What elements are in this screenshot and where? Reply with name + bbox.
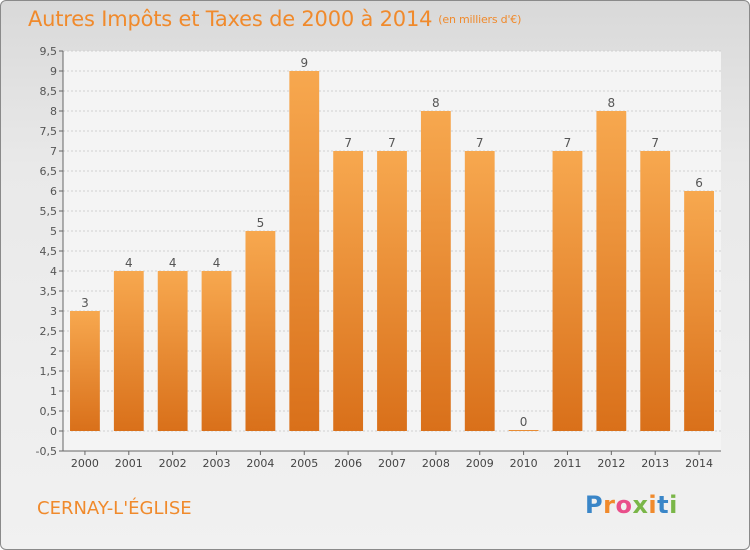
y-tick-label: 3 <box>50 305 57 318</box>
data-label: 9 <box>300 56 308 70</box>
bar <box>640 151 671 431</box>
x-tick-label: 2000 <box>71 457 99 470</box>
commune-name: CERNAY-L'ÉGLISE <box>37 498 192 519</box>
y-tick-label: 6 <box>50 185 57 198</box>
y-tick-label: 9 <box>50 65 57 78</box>
data-label: 7 <box>344 136 352 150</box>
bar <box>157 271 188 431</box>
data-label: 0 <box>520 415 528 429</box>
y-tick-label: 0,5 <box>40 405 58 418</box>
title-text: Autres Impôts et Taxes de 2000 à 2014 <box>28 7 433 31</box>
y-tick-label: 3,5 <box>40 285 58 298</box>
logo-letter: x <box>632 491 649 519</box>
y-tick-label: 7 <box>50 145 57 158</box>
bar <box>333 151 364 431</box>
bar <box>113 271 144 431</box>
data-label: 5 <box>257 216 265 230</box>
data-label: 7 <box>388 136 396 150</box>
y-tick-label: 2,5 <box>40 325 58 338</box>
data-label: 3 <box>81 296 89 310</box>
x-tick-label: 2013 <box>641 457 669 470</box>
data-label: 8 <box>608 96 616 110</box>
bar <box>377 151 407 431</box>
y-tick-label: 1,5 <box>40 365 58 378</box>
x-tick-label: 2003 <box>203 457 231 470</box>
x-tick-label: 2005 <box>290 457 318 470</box>
x-tick-label: 2008 <box>422 457 450 470</box>
y-tick-label: 4,5 <box>40 245 58 258</box>
x-tick-label: 2004 <box>246 457 274 470</box>
bar <box>289 71 320 431</box>
bar <box>70 311 100 431</box>
bar <box>464 151 495 431</box>
x-tick-label: 2012 <box>597 457 625 470</box>
y-tick-label: 7,5 <box>40 125 58 138</box>
data-label: 7 <box>564 136 572 150</box>
x-tick-label: 2010 <box>510 457 538 470</box>
bar <box>245 231 276 431</box>
proxiti-logo[interactable]: Proxiti <box>585 491 678 519</box>
data-label: 6 <box>695 176 703 190</box>
y-tick-label: 4 <box>50 265 57 278</box>
data-label: 8 <box>432 96 440 110</box>
y-tick-label: 6,5 <box>40 165 58 178</box>
x-tick-label: 2002 <box>159 457 187 470</box>
x-tick-label: 2009 <box>466 457 494 470</box>
data-label: 4 <box>169 256 177 270</box>
logo-letter: t <box>657 491 670 519</box>
x-tick-label: 2006 <box>334 457 362 470</box>
chart-title: Autres Impôts et Taxes de 2000 à 2014 (en… <box>28 7 521 31</box>
data-label: 4 <box>213 256 221 270</box>
logo-letter: i <box>648 491 658 519</box>
y-tick-label: 1 <box>50 385 57 398</box>
y-tick-label: 2 <box>50 345 57 358</box>
bar <box>552 151 583 431</box>
title-unit: (en milliers d'€) <box>438 13 522 26</box>
y-tick-label: 5,5 <box>40 205 58 218</box>
data-label: 7 <box>651 136 659 150</box>
y-tick-label: 8,5 <box>40 85 58 98</box>
bar <box>508 430 539 431</box>
y-tick-label: -0,5 <box>36 445 57 458</box>
y-tick-label: 5 <box>50 225 57 238</box>
bar <box>596 111 627 431</box>
y-tick-label: 0 <box>50 425 57 438</box>
bar <box>420 111 451 431</box>
logo-letter: o <box>615 491 633 519</box>
x-tick-label: 2014 <box>685 457 713 470</box>
logo-letter: P <box>585 491 604 519</box>
bar <box>201 271 232 431</box>
data-label: 7 <box>476 136 484 150</box>
y-tick-label: 8 <box>50 105 57 118</box>
bar <box>684 191 714 431</box>
x-tick-label: 2007 <box>378 457 406 470</box>
x-tick-label: 2011 <box>553 457 581 470</box>
logo-letter: r <box>603 491 616 519</box>
logo-letter: i <box>669 491 678 519</box>
x-tick-label: 2001 <box>115 457 143 470</box>
y-tick-label: 9,5 <box>40 45 58 58</box>
data-label: 4 <box>125 256 133 270</box>
